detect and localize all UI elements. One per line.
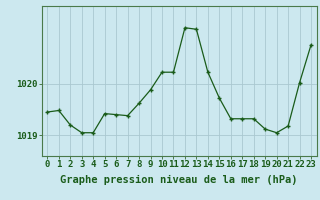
X-axis label: Graphe pression niveau de la mer (hPa): Graphe pression niveau de la mer (hPa)	[60, 175, 298, 185]
